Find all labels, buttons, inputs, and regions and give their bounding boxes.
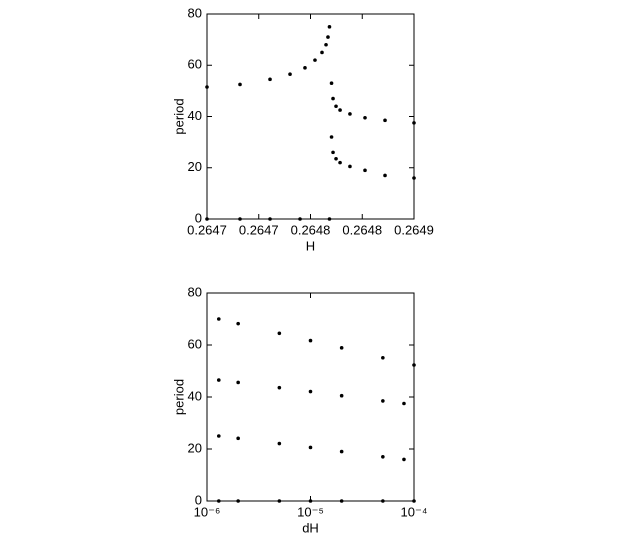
x-tick-label: 10⁻⁵ [297,504,324,519]
data-point [412,499,416,503]
y-axis-label: period [171,379,186,415]
data-point [402,457,406,462]
data-point [216,499,221,503]
y-tick-label: 40 [188,388,202,403]
y-tick-label: 60 [188,57,202,72]
data-point [216,378,221,382]
y-axis-label: period [171,98,186,134]
data-point [268,77,272,82]
data-point [402,401,406,406]
data-point [324,42,328,47]
data-point [329,135,334,139]
data-point [268,217,272,221]
y-tick-label: 20 [188,440,202,455]
data-point [236,499,240,503]
data-point [205,85,209,89]
data-point [339,499,344,503]
y-tick-label: 0 [195,492,202,507]
data-point [381,499,385,503]
data-point [338,108,342,112]
x-tick-label: 0.2647 [239,222,279,237]
data-point [412,363,416,367]
data-point [277,499,282,503]
data-point [308,445,313,450]
data-point [216,317,221,321]
data-point [412,121,416,125]
x-tick-label: 0.2649 [394,222,434,237]
data-point [339,346,344,350]
plot-frame [206,13,415,220]
data-point [363,115,367,120]
data-point [348,112,352,116]
data-point [383,173,387,178]
data-point [348,164,352,169]
data-point [205,217,209,221]
data-point [381,355,385,360]
data-point [236,380,240,385]
y-tick-label: 80 [188,284,202,299]
data-point [381,399,385,403]
data-point [277,385,282,390]
data-point [381,455,385,459]
data-point [277,331,282,336]
data-point [327,25,332,29]
data-point [308,499,313,503]
data-point [303,66,307,70]
data-point [363,168,367,173]
data-point [277,441,282,446]
x-tick-label: 0.2647 [187,222,227,237]
data-point [238,217,242,221]
data-point [327,217,332,221]
data-point [338,160,342,165]
data-point [339,393,344,398]
data-point [329,81,334,85]
x-tick-label: 0.2648 [291,222,331,237]
data-point [236,321,240,326]
y-tick-label: 80 [188,5,202,20]
x-tick-label: 10⁻⁶ [194,504,221,519]
y-tick-label: 20 [188,159,202,174]
x-axis-label: dH [302,520,319,535]
data-point [334,104,338,109]
data-point [331,150,335,155]
data-point [313,58,317,62]
x-tick-label: 10⁻⁴ [401,504,428,519]
y-tick-label: 40 [188,108,202,123]
data-point [216,434,221,438]
data-point [334,156,338,161]
data-point [383,118,387,123]
data-point [412,176,416,180]
data-point [288,72,292,77]
y-tick-label: 60 [188,336,202,351]
data-point [308,338,313,343]
data-point [236,436,240,441]
data-point [298,217,302,221]
x-tick-label: 0.2648 [342,222,382,237]
data-point [308,389,313,394]
y-tick-label: 0 [195,210,202,225]
data-point [339,449,344,454]
data-point [331,96,335,101]
x-axis-label: H [306,238,315,253]
data-point [326,35,330,39]
data-point [320,50,324,55]
data-point [238,82,242,87]
